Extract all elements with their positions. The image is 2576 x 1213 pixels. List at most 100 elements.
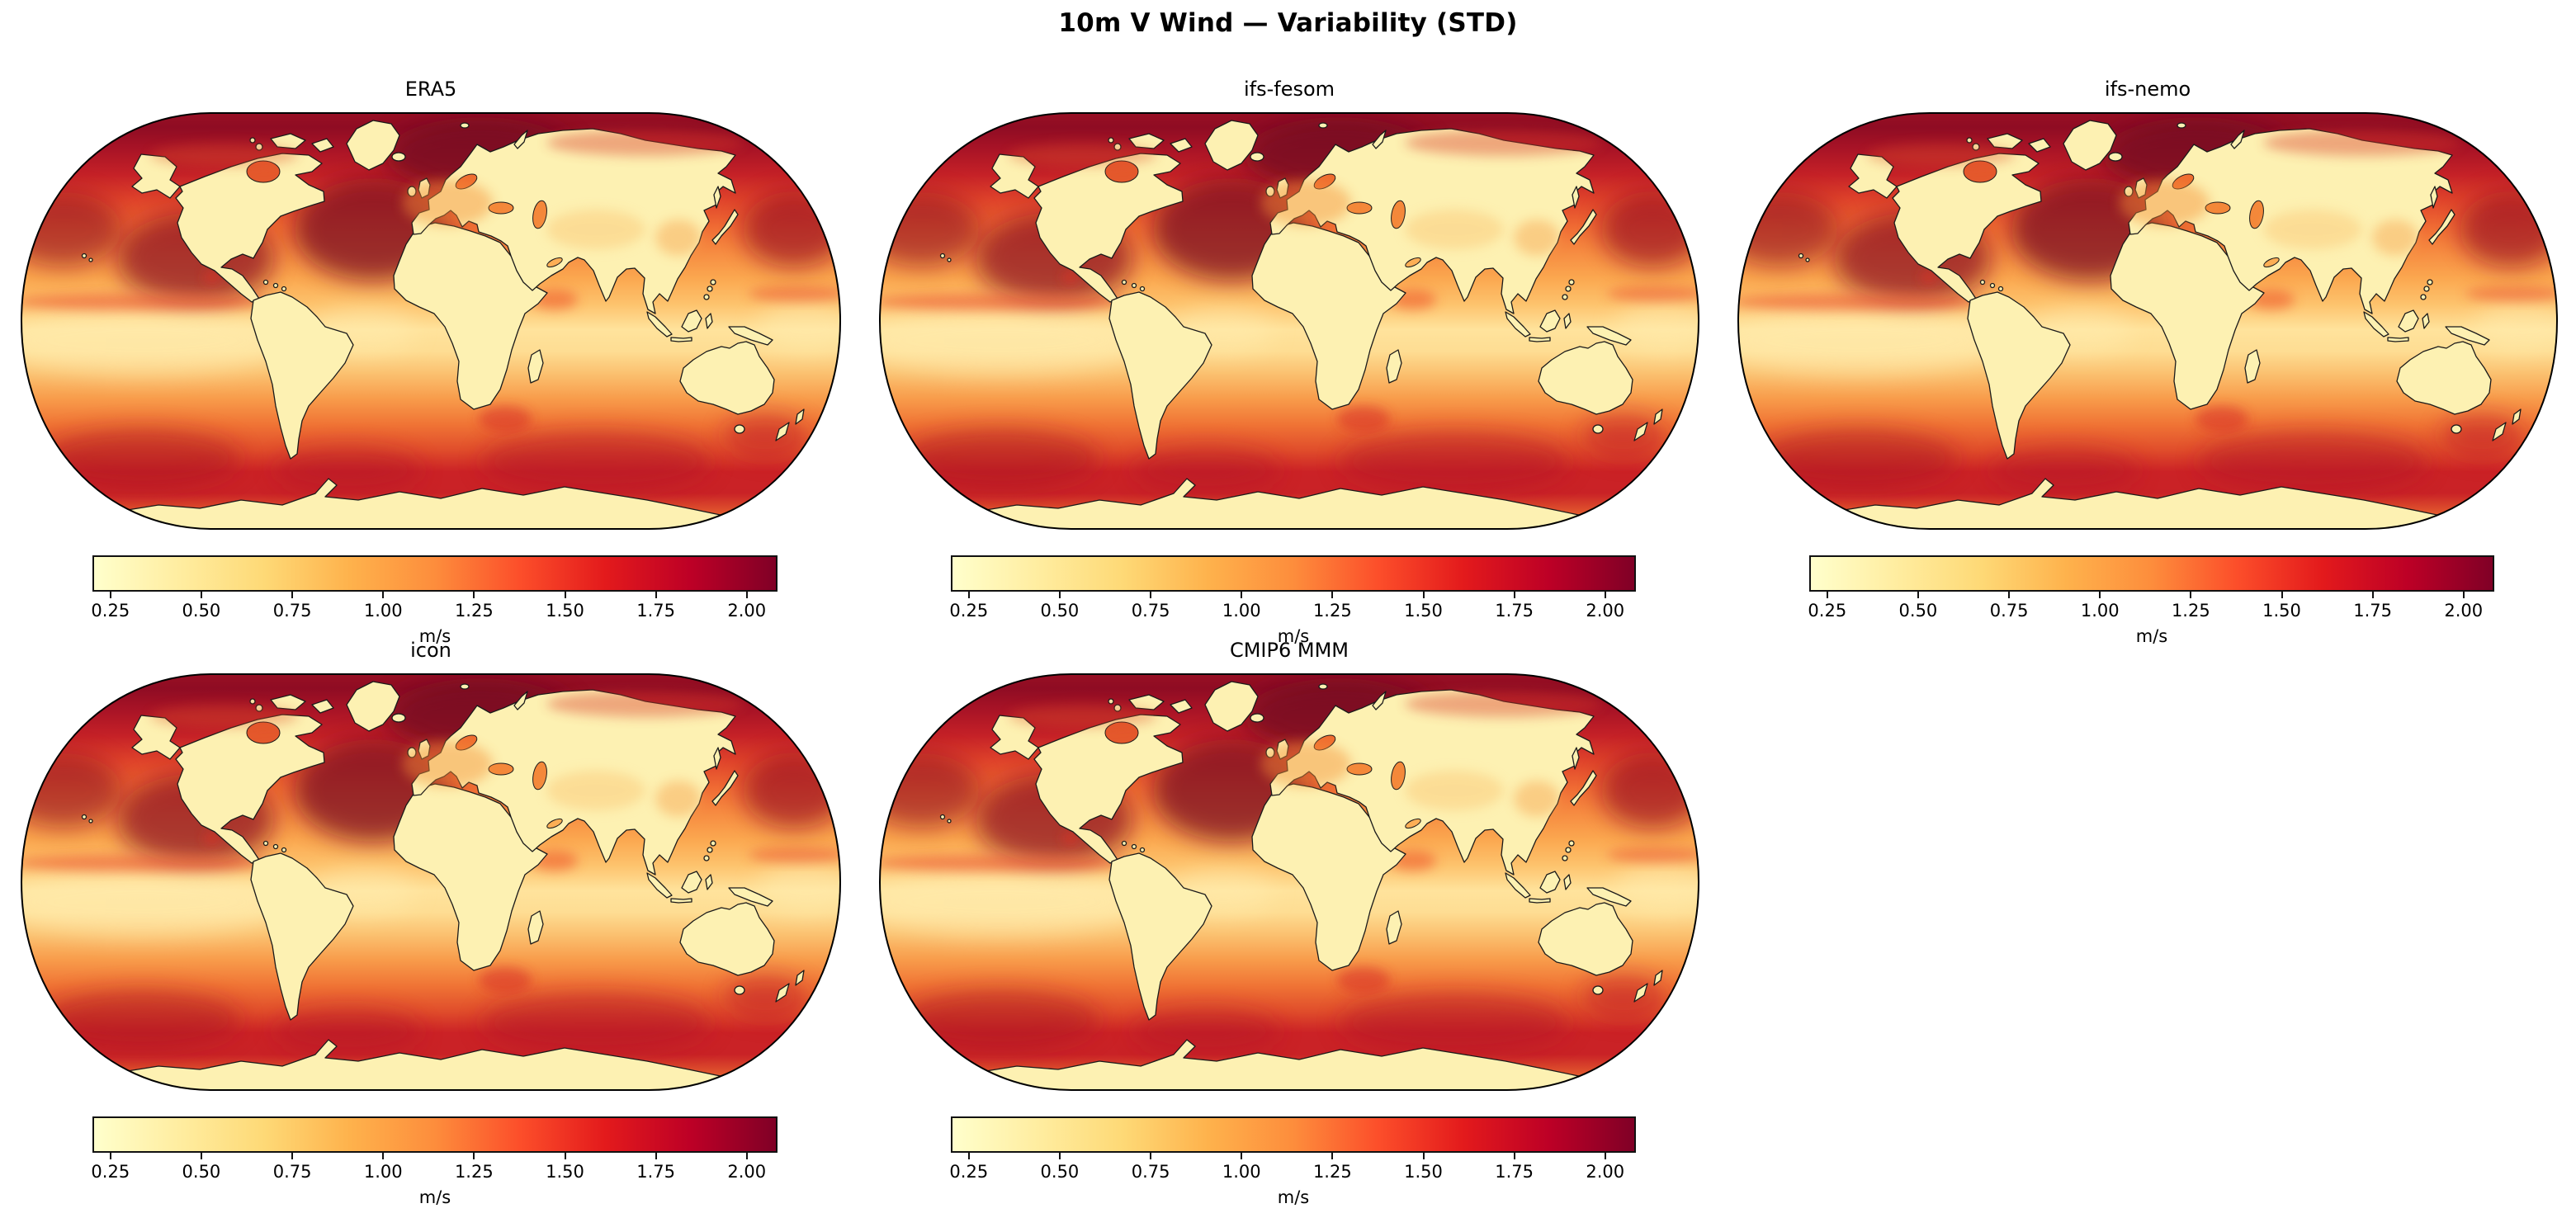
colorbar-tick [1604, 1153, 1606, 1159]
colorbar-tick [1058, 592, 1061, 598]
colorbar-tick-label: 1.25 [1312, 601, 1352, 621]
colorbar-tick-label: 1.25 [2171, 601, 2210, 621]
colorbar-tick [655, 592, 657, 598]
colorbar-tick [745, 1153, 748, 1159]
colorbar-unit-label: m/s [418, 626, 451, 646]
colorbar-tick-label: 2.00 [1586, 1162, 1625, 1182]
colorbar-tick [382, 1153, 385, 1159]
colorbar-tick-label: 1.50 [1404, 1162, 1443, 1182]
panel-title: ifs-fesom [1243, 78, 1335, 101]
colorbar-unit-label: m/s [2135, 626, 2168, 646]
colorbar-tick [473, 1153, 475, 1159]
colorbar-gradient [92, 555, 778, 592]
colorbar-tick-label: 2.00 [1586, 601, 1625, 621]
panel-title: icon [410, 639, 451, 662]
colorbar-unit-label: m/s [1277, 1187, 1310, 1207]
panel-ifs-fesom: ifs-fesom 0.25 0.50 0.75 1.00 1.25 1.50 1.75 2.… [877, 73, 1702, 650]
colorbar-tick-label: 1.50 [546, 1162, 584, 1182]
colorbar-ticks: 0.25 0.50 0.75 1.00 1.25 1.50 1.75 2.00 [91, 1116, 776, 1213]
colorbar-tick [2099, 592, 2101, 598]
figure-title: 10m V Wind — Variability (STD) [1058, 8, 1518, 38]
colorbar-tick [1058, 1153, 1061, 1159]
colorbar-tick-label: 2.00 [2444, 601, 2484, 621]
colorbar-tick [2281, 592, 2283, 598]
panel-icon: icon 0.25 0.50 0.75 1.00 1.25 1.50 1.75 2.00 m/… [18, 634, 844, 1211]
colorbar-tick-label: 0.50 [1040, 1162, 1080, 1182]
colorbar-tick-label: 0.50 [182, 1162, 221, 1182]
panel-ifs-nemo: ifs-nemo 0.25 0.50 0.75 1.00 1.25 1.50 1.75 2.0… [1735, 73, 2560, 650]
colorbar-tick-label: 1.50 [1404, 601, 1443, 621]
panel-era5: ERA5 0.25 0.50 0.75 1.00 1.25 1.50 1.75 2.00 m/… [18, 73, 844, 650]
colorbar-tick-label: 2.00 [727, 1162, 767, 1182]
colorbar-ticks: 0.25 0.50 0.75 1.00 1.25 1.50 1.75 2.00 [949, 555, 1634, 653]
panel-title: ERA5 [404, 78, 457, 101]
world-map [1735, 106, 2560, 536]
colorbar-unit-label: m/s [418, 1187, 451, 1207]
colorbar-ticks: 0.25 0.50 0.75 1.00 1.25 1.50 1.75 2.00 [1808, 555, 2493, 653]
colorbar-tick [2008, 592, 2011, 598]
colorbar-tick-label: 1.00 [363, 601, 403, 621]
colorbar-tick [473, 592, 475, 598]
colorbar-tick [291, 1153, 294, 1159]
colorbar-tick [2462, 592, 2465, 598]
colorbar-tick [2371, 592, 2374, 598]
colorbar-gradient [92, 1116, 778, 1153]
colorbar-tick-label: 1.75 [636, 1162, 675, 1182]
colorbar: 0.25 0.50 0.75 1.00 1.25 1.50 1.75 2.00 m/s [949, 555, 1636, 653]
colorbar-tick [109, 592, 111, 598]
colorbar-tick-label: 1.75 [1495, 1162, 1534, 1182]
colorbar-tick-label: 1.00 [1222, 601, 1261, 621]
colorbar-tick-label: 0.75 [1131, 601, 1170, 621]
colorbar-tick-label: 0.75 [1989, 601, 2029, 621]
colorbar-tick-label: 1.25 [454, 601, 494, 621]
world-map [877, 106, 1702, 536]
colorbar-ticks: 0.25 0.50 0.75 1.00 1.25 1.50 1.75 2.00 [949, 1116, 1634, 1213]
colorbar: 0.25 0.50 0.75 1.00 1.25 1.50 1.75 2.00 m/s [1808, 555, 2494, 653]
colorbar-tick [1826, 592, 1828, 598]
world-map [877, 667, 1702, 1097]
colorbar-tick [200, 1153, 202, 1159]
colorbar-tick [1150, 592, 1152, 598]
colorbar-tick [200, 592, 202, 598]
colorbar-tick-label: 0.50 [182, 601, 221, 621]
colorbar-tick [1241, 592, 1243, 598]
colorbar-tick [1331, 1153, 1334, 1159]
colorbar-tick [1513, 1153, 1515, 1159]
colorbar-gradient [951, 555, 1636, 592]
panel-title: ifs-nemo [2104, 78, 2191, 101]
colorbar-tick [1150, 1153, 1152, 1159]
panel-cmip6-mmm: CMIP6 MMM 0.25 0.50 0.75 1.00 1.25 1.50 1.75 2.… [877, 634, 1702, 1211]
colorbar-tick-label: 0.75 [272, 1162, 312, 1182]
colorbar-tick [1422, 592, 1425, 598]
colorbar-tick-label: 1.00 [1222, 1162, 1261, 1182]
colorbar-tick-label: 1.00 [363, 1162, 403, 1182]
colorbar-tick-label: 1.50 [2262, 601, 2301, 621]
colorbar-tick [564, 592, 566, 598]
colorbar-tick-label: 1.75 [636, 601, 675, 621]
colorbar-tick-label: 0.25 [91, 1162, 130, 1182]
colorbar-tick-label: 0.75 [1131, 1162, 1170, 1182]
colorbar-tick-label: 1.75 [2353, 601, 2392, 621]
colorbar-tick [745, 592, 748, 598]
world-map [18, 667, 844, 1097]
colorbar-tick-label: 0.75 [272, 601, 312, 621]
colorbar-tick-label: 0.25 [949, 601, 989, 621]
colorbar-tick [967, 592, 970, 598]
colorbar-tick-label: 1.00 [2080, 601, 2120, 621]
colorbar: 0.25 0.50 0.75 1.00 1.25 1.50 1.75 2.00 m/s [91, 1116, 778, 1213]
colorbar-tick-label: 0.50 [1898, 601, 1938, 621]
colorbar-tick-label: 1.75 [1495, 601, 1534, 621]
colorbar-tick-label: 1.25 [454, 1162, 494, 1182]
colorbar-tick-label: 0.25 [949, 1162, 989, 1182]
colorbar-tick [655, 1153, 657, 1159]
colorbar-tick-label: 1.25 [1312, 1162, 1352, 1182]
colorbar-tick [1917, 592, 1919, 598]
world-map [18, 106, 844, 536]
colorbar-tick-label: 0.25 [91, 601, 130, 621]
colorbar-tick [1604, 592, 1606, 598]
colorbar-tick-label: 0.25 [1808, 601, 1847, 621]
colorbar-tick [291, 592, 294, 598]
colorbar-unit-label: m/s [1277, 626, 1310, 646]
colorbar-tick-label: 1.50 [546, 601, 584, 621]
